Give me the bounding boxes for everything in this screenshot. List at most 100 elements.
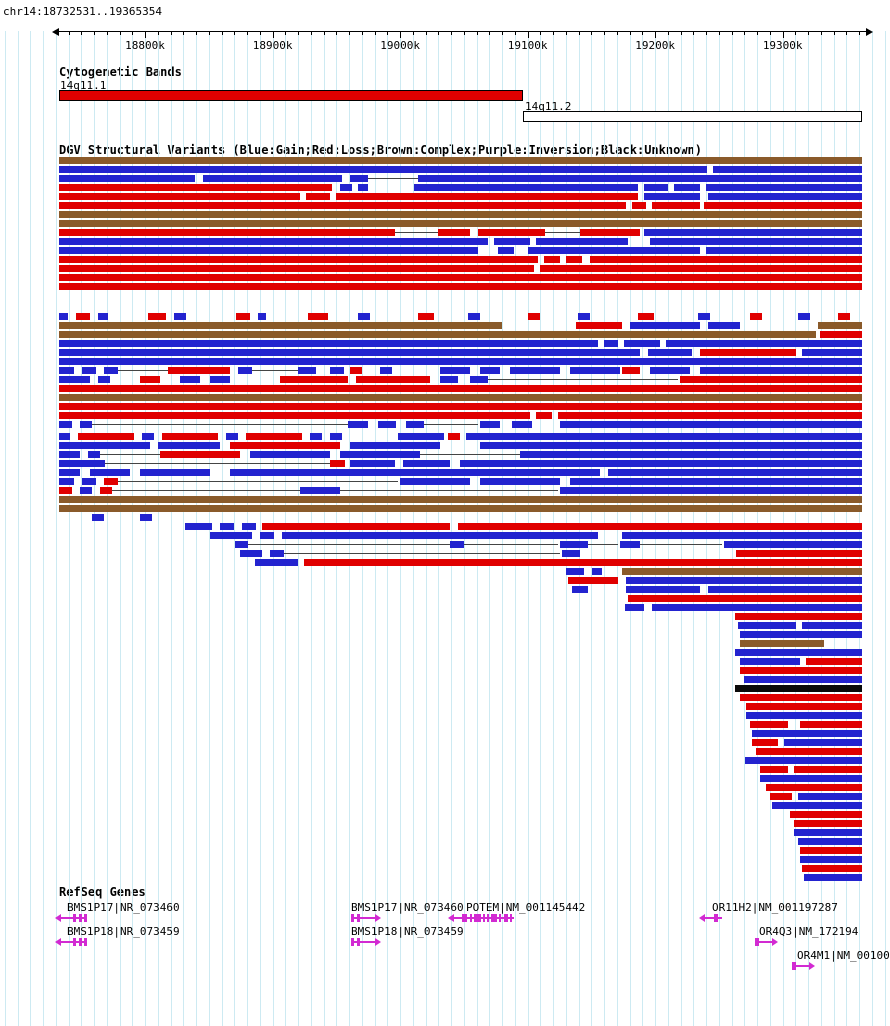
variant-segment[interactable]: [406, 421, 424, 428]
variant-segment[interactable]: [59, 394, 862, 401]
variant-segment[interactable]: [632, 202, 646, 209]
variant-segment[interactable]: [706, 184, 862, 191]
variant-segment[interactable]: [644, 193, 700, 200]
variant-segment[interactable]: [622, 367, 640, 374]
gene-glyph[interactable]: [351, 914, 381, 922]
variant-segment[interactable]: [644, 184, 668, 191]
variant-segment[interactable]: [766, 784, 862, 791]
variant-segment[interactable]: [626, 577, 862, 584]
variant-segment[interactable]: [800, 856, 862, 863]
variant-segment[interactable]: [76, 313, 90, 320]
variant-segment[interactable]: [59, 322, 502, 329]
variant-segment[interactable]: [306, 193, 330, 200]
variant-segment[interactable]: [158, 442, 220, 449]
variant-segment[interactable]: [800, 847, 862, 854]
variant-segment[interactable]: [536, 412, 552, 419]
variant-segment[interactable]: [544, 256, 560, 263]
variant-segment[interactable]: [59, 412, 530, 419]
variant-segment[interactable]: [358, 184, 368, 191]
variant-segment[interactable]: [356, 376, 430, 383]
variant-segment[interactable]: [348, 421, 368, 428]
variant-segment[interactable]: [468, 313, 480, 320]
variant-segment[interactable]: [708, 193, 862, 200]
variant-segment[interactable]: [528, 313, 540, 320]
variant-segment[interactable]: [578, 313, 590, 320]
variant-segment[interactable]: [358, 313, 370, 320]
variant-segment[interactable]: [704, 202, 862, 209]
variant-segment[interactable]: [330, 433, 342, 440]
variant-segment[interactable]: [59, 451, 80, 458]
variant-segment[interactable]: [59, 421, 72, 428]
variant-segment[interactable]: [740, 658, 800, 665]
variant-segment[interactable]: [59, 157, 862, 164]
variant-segment[interactable]: [59, 229, 395, 236]
variant-segment[interactable]: [140, 469, 210, 476]
variant-segment[interactable]: [820, 331, 862, 338]
variant-segment[interactable]: [750, 313, 762, 320]
variant-segment[interactable]: [480, 478, 560, 485]
variant-segment[interactable]: [450, 541, 464, 548]
variant-segment[interactable]: [104, 478, 118, 485]
variant-segment[interactable]: [498, 247, 514, 254]
variant-segment[interactable]: [59, 166, 707, 173]
variant-segment[interactable]: [59, 487, 72, 494]
variant-segment[interactable]: [740, 694, 862, 701]
variant-segment[interactable]: [448, 433, 460, 440]
variant-segment[interactable]: [558, 412, 862, 419]
variant-segment[interactable]: [59, 220, 862, 227]
variant-segment[interactable]: [100, 487, 112, 494]
variant-segment[interactable]: [480, 442, 862, 449]
variant-segment[interactable]: [59, 313, 68, 320]
variant-segment[interactable]: [798, 313, 810, 320]
variant-segment[interactable]: [590, 256, 862, 263]
variant-segment[interactable]: [80, 487, 92, 494]
variant-segment[interactable]: [756, 748, 862, 755]
variant-segment[interactable]: [162, 433, 218, 440]
variant-segment[interactable]: [59, 184, 332, 191]
variant-segment[interactable]: [310, 433, 322, 440]
variant-segment[interactable]: [298, 367, 316, 374]
variant-segment[interactable]: [740, 640, 824, 647]
variant-segment[interactable]: [88, 451, 100, 458]
variant-segment[interactable]: [802, 865, 862, 872]
variant-segment[interactable]: [470, 376, 488, 383]
variant-segment[interactable]: [480, 367, 500, 374]
variant-segment[interactable]: [798, 793, 862, 800]
variant-segment[interactable]: [59, 505, 862, 512]
variant-segment[interactable]: [140, 514, 152, 521]
variant-segment[interactable]: [650, 238, 862, 245]
variant-segment[interactable]: [414, 184, 638, 191]
variant-segment[interactable]: [745, 757, 862, 764]
variant-segment[interactable]: [706, 247, 862, 254]
variant-segment[interactable]: [560, 487, 862, 494]
variant-segment[interactable]: [713, 166, 862, 173]
variant-segment[interactable]: [59, 265, 534, 272]
variant-segment[interactable]: [255, 559, 298, 566]
variant-segment[interactable]: [460, 460, 862, 467]
variant-segment[interactable]: [760, 775, 862, 782]
variant-segment[interactable]: [59, 442, 150, 449]
variant-segment[interactable]: [625, 604, 644, 611]
variant-segment[interactable]: [724, 541, 862, 548]
variant-segment[interactable]: [59, 433, 70, 440]
gene-glyph[interactable]: [448, 914, 514, 922]
variant-segment[interactable]: [238, 367, 252, 374]
variant-segment[interactable]: [560, 421, 862, 428]
variant-segment[interactable]: [536, 238, 628, 245]
variant-segment[interactable]: [185, 523, 212, 530]
variant-segment[interactable]: [466, 433, 862, 440]
variant-segment[interactable]: [510, 367, 560, 374]
variant-segment[interactable]: [59, 496, 862, 503]
variant-segment[interactable]: [350, 367, 362, 374]
variant-segment[interactable]: [790, 811, 862, 818]
variant-segment[interactable]: [620, 541, 640, 548]
variant-segment[interactable]: [380, 367, 392, 374]
variant-segment[interactable]: [336, 193, 638, 200]
variant-segment[interactable]: [98, 376, 110, 383]
variant-segment[interactable]: [59, 175, 195, 182]
variant-segment[interactable]: [59, 349, 640, 356]
variant-segment[interactable]: [418, 175, 862, 182]
variant-segment[interactable]: [350, 175, 368, 182]
variant-segment[interactable]: [59, 202, 626, 209]
variant-segment[interactable]: [680, 376, 862, 383]
